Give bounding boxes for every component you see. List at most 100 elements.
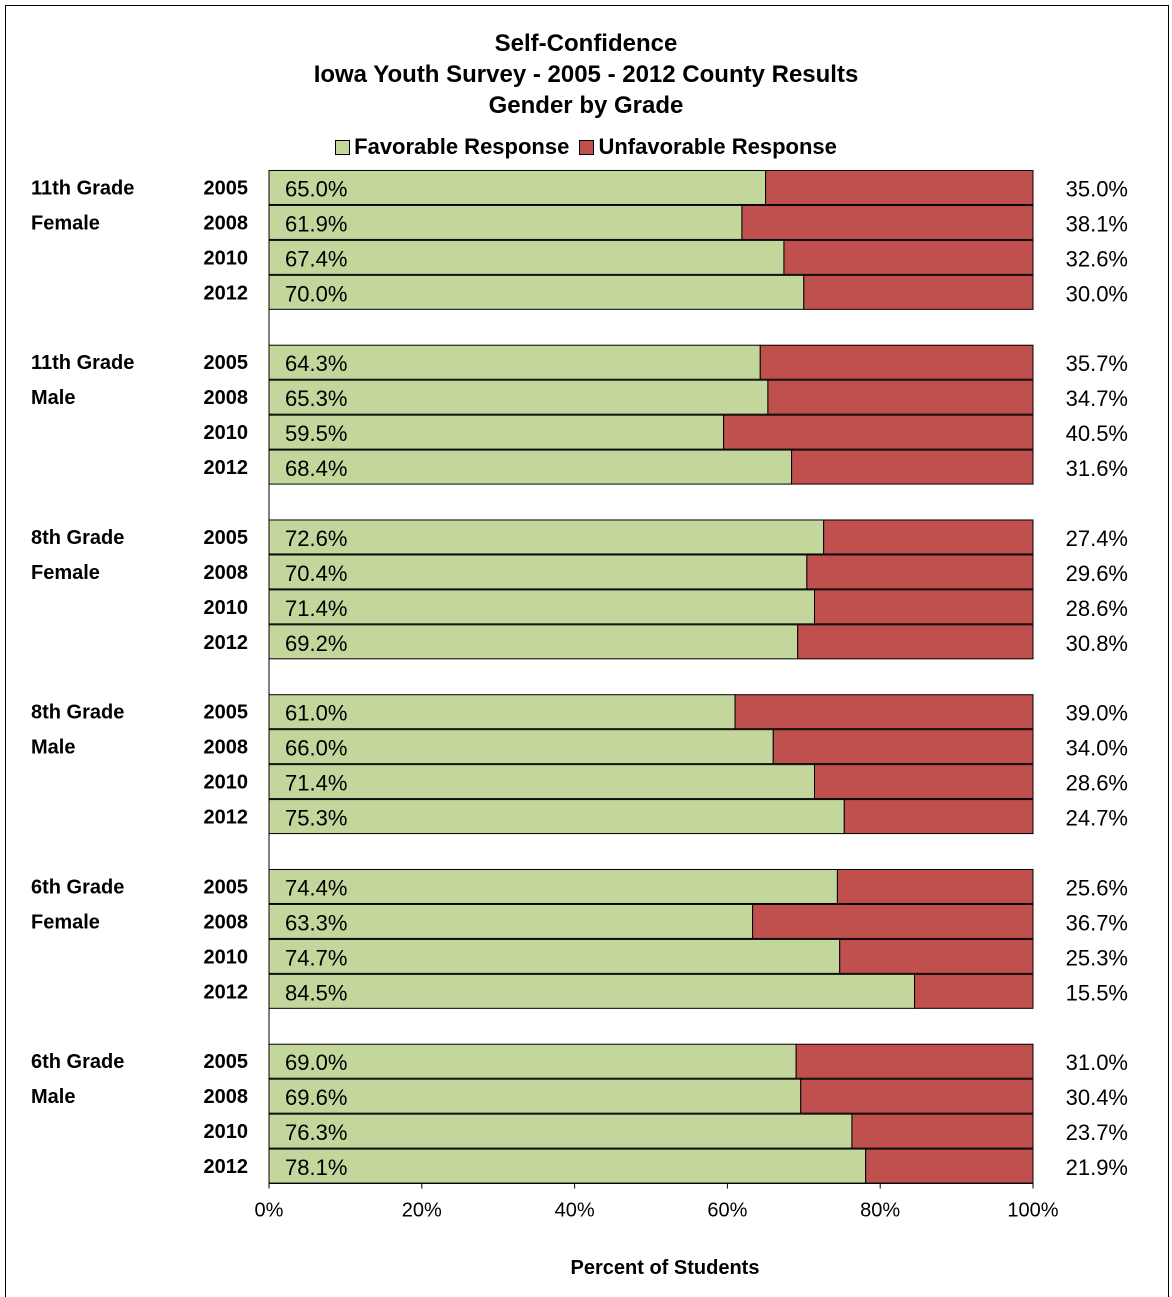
bar-favorable bbox=[268, 204, 743, 240]
x-tick-label: 80% bbox=[860, 1200, 900, 1222]
group-label: Male bbox=[31, 387, 75, 409]
legend-item-unfavorable: Unfavorable Response bbox=[579, 134, 837, 160]
data-label-favorable: 59.5% bbox=[285, 421, 347, 446]
year-label: 2012 bbox=[204, 282, 249, 304]
year-label: 2010 bbox=[204, 597, 249, 619]
data-label-unfavorable: 15.5% bbox=[1066, 980, 1128, 1005]
year-label: 2012 bbox=[204, 1156, 249, 1178]
group-label: 11th Grade bbox=[31, 177, 134, 199]
bar-unfavorable bbox=[843, 799, 1034, 835]
bar-favorable bbox=[268, 1113, 853, 1149]
data-label-unfavorable: 36.7% bbox=[1066, 910, 1128, 935]
year-label: 2010 bbox=[204, 1121, 249, 1143]
legend-item-favorable: Favorable Response bbox=[335, 134, 569, 160]
data-label-unfavorable: 28.6% bbox=[1066, 596, 1128, 621]
data-label-favorable: 84.5% bbox=[285, 980, 347, 1005]
year-label: 2012 bbox=[204, 457, 249, 479]
chart-title: Self-Confidence bbox=[494, 30, 678, 57]
year-label: 2005 bbox=[204, 1051, 249, 1073]
bar-unfavorable bbox=[723, 414, 1034, 450]
data-label-favorable: 61.0% bbox=[285, 701, 347, 726]
x-axis-label: Percent of Students bbox=[570, 1257, 760, 1279]
year-label: 2010 bbox=[204, 946, 249, 968]
legend-swatch-unfavorable bbox=[579, 139, 595, 155]
bar-favorable bbox=[268, 694, 736, 730]
bar-unfavorable bbox=[783, 239, 1034, 275]
bar-favorable bbox=[268, 589, 815, 625]
year-label: 2005 bbox=[204, 527, 249, 549]
year-label: 2005 bbox=[204, 876, 249, 898]
data-label-favorable: 67.4% bbox=[285, 246, 347, 271]
data-label-unfavorable: 34.7% bbox=[1066, 386, 1128, 411]
year-label: 2008 bbox=[204, 562, 249, 584]
year-label: 2008 bbox=[204, 1086, 249, 1108]
year-label: 2008 bbox=[204, 911, 249, 933]
group-label: Female bbox=[31, 562, 100, 584]
bar-favorable bbox=[268, 938, 841, 974]
data-label-favorable: 76.3% bbox=[285, 1120, 347, 1145]
year-label: 2005 bbox=[204, 352, 249, 374]
year-label: 2012 bbox=[204, 807, 249, 829]
group-label: 8th Grade bbox=[31, 702, 124, 724]
bar-unfavorable bbox=[765, 169, 1034, 205]
year-label: 2012 bbox=[204, 981, 249, 1003]
data-label-favorable: 63.3% bbox=[285, 910, 347, 935]
year-label: 2008 bbox=[204, 737, 249, 759]
data-label-unfavorable: 31.0% bbox=[1066, 1050, 1128, 1075]
bar-favorable bbox=[268, 379, 769, 415]
bar-unfavorable bbox=[865, 1148, 1034, 1184]
data-label-favorable: 71.4% bbox=[285, 771, 347, 796]
bar-unfavorable bbox=[772, 729, 1034, 765]
data-label-favorable: 64.3% bbox=[285, 351, 347, 376]
bar-favorable bbox=[268, 239, 785, 275]
data-label-favorable: 71.4% bbox=[285, 596, 347, 621]
bar-favorable bbox=[268, 344, 761, 380]
bar-unfavorable bbox=[767, 379, 1034, 415]
legend-label-favorable: Favorable Response bbox=[354, 134, 570, 159]
chart-frame bbox=[5, 5, 1169, 1297]
data-label-unfavorable: 40.5% bbox=[1066, 421, 1128, 446]
data-label-unfavorable: 27.4% bbox=[1066, 526, 1128, 551]
data-label-favorable: 74.7% bbox=[285, 945, 347, 970]
year-label: 2010 bbox=[204, 422, 249, 444]
data-label-favorable: 65.0% bbox=[285, 176, 347, 201]
data-label-unfavorable: 35.0% bbox=[1066, 176, 1128, 201]
bar-unfavorable bbox=[851, 1113, 1034, 1149]
x-tick-label: 20% bbox=[402, 1200, 442, 1222]
data-label-unfavorable: 24.7% bbox=[1066, 806, 1128, 831]
bar-unfavorable bbox=[759, 344, 1034, 380]
bar-unfavorable bbox=[752, 903, 1034, 939]
legend-label-unfavorable: Unfavorable Response bbox=[598, 134, 837, 159]
data-label-favorable: 69.6% bbox=[285, 1085, 347, 1110]
bar-unfavorable bbox=[806, 554, 1034, 590]
bar-unfavorable bbox=[813, 589, 1034, 625]
year-label: 2010 bbox=[204, 772, 249, 794]
group-label: 8th Grade bbox=[31, 527, 124, 549]
data-label-favorable: 78.1% bbox=[285, 1155, 347, 1180]
data-label-unfavorable: 25.6% bbox=[1066, 875, 1128, 900]
chart-subtitle: Iowa Youth Survey - 2005 - 2012 County R… bbox=[313, 61, 859, 88]
group-label: 6th Grade bbox=[31, 876, 124, 898]
data-label-favorable: 72.6% bbox=[285, 526, 347, 551]
data-label-unfavorable: 21.9% bbox=[1066, 1155, 1128, 1180]
bar-unfavorable bbox=[823, 519, 1034, 555]
data-label-unfavorable: 31.6% bbox=[1066, 456, 1128, 481]
data-label-unfavorable: 38.1% bbox=[1066, 211, 1128, 236]
year-label: 2010 bbox=[204, 247, 249, 269]
bar-unfavorable bbox=[803, 274, 1034, 310]
group-label: Female bbox=[31, 212, 100, 234]
data-label-favorable: 65.3% bbox=[285, 386, 347, 411]
bar-favorable bbox=[268, 973, 916, 1009]
bar-unfavorable bbox=[800, 1078, 1034, 1114]
legend-swatch-favorable bbox=[335, 139, 351, 155]
year-label: 2005 bbox=[204, 177, 249, 199]
data-label-unfavorable: 30.0% bbox=[1066, 281, 1128, 306]
bar-unfavorable bbox=[791, 449, 1034, 485]
data-label-favorable: 70.0% bbox=[285, 281, 347, 306]
group-label: Female bbox=[31, 911, 100, 933]
data-label-favorable: 74.4% bbox=[285, 875, 347, 900]
data-label-unfavorable: 35.7% bbox=[1066, 351, 1128, 376]
bar-favorable bbox=[268, 624, 799, 660]
data-label-unfavorable: 28.6% bbox=[1066, 771, 1128, 796]
bar-favorable bbox=[268, 169, 767, 205]
